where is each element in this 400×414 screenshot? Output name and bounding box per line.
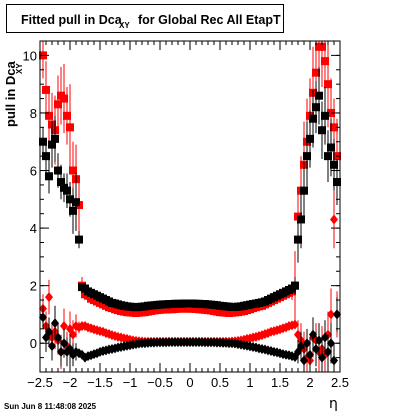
data-point xyxy=(306,134,314,143)
data-point xyxy=(48,341,56,352)
data-point xyxy=(291,319,299,330)
data-point xyxy=(66,123,74,132)
data-point xyxy=(291,281,299,290)
data-point xyxy=(321,111,329,120)
data-point xyxy=(330,214,338,225)
data-point xyxy=(45,172,53,181)
data-point xyxy=(318,42,326,51)
x-tick-label: −1 xyxy=(123,375,138,390)
data-point xyxy=(297,341,305,352)
data-point xyxy=(318,352,326,363)
data-point xyxy=(312,343,320,354)
data-point xyxy=(69,166,77,175)
data-point xyxy=(69,329,77,340)
data-point xyxy=(54,100,62,109)
data-point xyxy=(318,126,326,135)
data-point xyxy=(45,111,53,120)
y-tick-label: 10 xyxy=(23,48,37,63)
y-tick-label: 0 xyxy=(30,336,37,351)
x-tick-label: 1 xyxy=(246,375,253,390)
data-point xyxy=(324,346,332,357)
data-point xyxy=(324,80,332,89)
data-point xyxy=(309,329,317,340)
data-point xyxy=(69,206,77,215)
data-point xyxy=(315,91,323,100)
data-point xyxy=(312,68,320,77)
x-tick-label: 0.5 xyxy=(211,375,229,390)
data-point xyxy=(309,114,317,123)
data-point xyxy=(312,103,320,112)
chart-title-box: Fitted pull in Dca XY for Global Rec All… xyxy=(6,4,284,33)
series-3 xyxy=(39,297,341,372)
date-stamp: Sun Jun 8 11:48:08 2025 xyxy=(4,402,97,411)
data-point xyxy=(333,178,341,187)
data-point xyxy=(303,152,311,161)
data-point xyxy=(327,143,335,152)
chart-title-rest: for Global Rec All EtapT xyxy=(138,13,281,27)
data-point xyxy=(42,152,50,161)
chart-title-subscript: XY xyxy=(119,21,130,30)
data-point xyxy=(48,140,56,149)
data-point xyxy=(324,152,332,161)
data-point xyxy=(57,178,65,187)
data-point xyxy=(294,235,302,244)
data-point xyxy=(63,111,71,120)
data-point xyxy=(60,320,68,331)
series-1 xyxy=(39,66,341,312)
data-point xyxy=(54,332,62,343)
chart-title: Fitted pull in Dca xyxy=(21,13,122,27)
data-point xyxy=(57,346,65,357)
y-tick-label: 8 xyxy=(30,106,37,121)
data-point xyxy=(327,309,335,320)
data-point xyxy=(45,326,53,337)
data-point xyxy=(66,195,74,204)
y-tick-label: 4 xyxy=(30,221,37,236)
data-point xyxy=(72,198,80,207)
data-point xyxy=(45,292,53,303)
data-point xyxy=(300,355,308,366)
series-0 xyxy=(39,41,341,321)
x-tick-label: −2.5 xyxy=(27,375,53,390)
data-point xyxy=(330,160,338,169)
data-point xyxy=(300,186,308,195)
x-tick-label: 1.5 xyxy=(271,375,289,390)
data-marks xyxy=(39,41,341,372)
y-tick-label: 6 xyxy=(30,164,37,179)
data-point xyxy=(330,123,338,132)
x-tick-label: −2 xyxy=(63,375,78,390)
data-point xyxy=(321,57,329,66)
data-point xyxy=(63,186,71,195)
data-point xyxy=(321,332,329,343)
x-tick-label: −0.5 xyxy=(147,375,173,390)
data-point xyxy=(51,134,59,143)
data-point xyxy=(42,85,50,94)
data-point xyxy=(54,166,62,175)
data-point xyxy=(306,349,314,360)
data-point xyxy=(60,338,68,349)
data-point xyxy=(303,338,311,349)
x-tick-label: −1.5 xyxy=(87,375,113,390)
data-point xyxy=(297,215,305,224)
y-tick-label: 2 xyxy=(30,279,37,294)
data-point xyxy=(75,235,83,244)
data-point xyxy=(51,318,59,329)
x-tick-label: 2.5 xyxy=(331,375,349,390)
data-point xyxy=(60,94,68,103)
x-axis-label: η xyxy=(329,396,338,412)
x-tick-label: 0 xyxy=(186,375,193,390)
x-tick-label: 2 xyxy=(306,375,313,390)
axes: −2.5 −2 −1.5 −1 −0.5 0 0.5 1 1.5 2 2.5 0 2 4 6 8 10 xyxy=(23,40,349,390)
data-point xyxy=(315,335,323,346)
